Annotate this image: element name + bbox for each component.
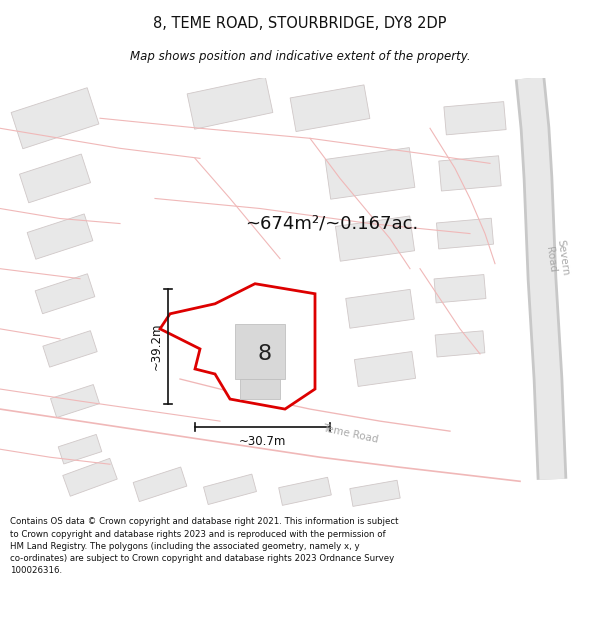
Polygon shape bbox=[187, 78, 273, 129]
Polygon shape bbox=[355, 351, 416, 386]
Polygon shape bbox=[444, 102, 506, 135]
Polygon shape bbox=[160, 284, 315, 409]
Polygon shape bbox=[439, 156, 501, 191]
Polygon shape bbox=[436, 218, 494, 249]
Text: 8, TEME ROAD, STOURBRIDGE, DY8 2DP: 8, TEME ROAD, STOURBRIDGE, DY8 2DP bbox=[153, 16, 447, 31]
Polygon shape bbox=[19, 154, 91, 202]
Polygon shape bbox=[35, 274, 95, 314]
Text: Severn
Road: Severn Road bbox=[544, 239, 570, 278]
Polygon shape bbox=[50, 384, 100, 418]
Polygon shape bbox=[278, 478, 331, 506]
Polygon shape bbox=[335, 216, 415, 261]
Polygon shape bbox=[346, 289, 414, 328]
Text: ~674m²/~0.167ac.: ~674m²/~0.167ac. bbox=[245, 214, 418, 232]
Polygon shape bbox=[58, 434, 102, 464]
Text: Contains OS data © Crown copyright and database right 2021. This information is : Contains OS data © Crown copyright and d… bbox=[10, 518, 398, 575]
Polygon shape bbox=[11, 88, 99, 149]
Text: Map shows position and indicative extent of the property.: Map shows position and indicative extent… bbox=[130, 50, 470, 62]
Polygon shape bbox=[290, 85, 370, 131]
Polygon shape bbox=[63, 458, 117, 496]
Polygon shape bbox=[434, 274, 486, 303]
Polygon shape bbox=[240, 379, 280, 399]
Text: ~30.7m: ~30.7m bbox=[239, 434, 286, 447]
Polygon shape bbox=[43, 331, 97, 367]
Polygon shape bbox=[203, 474, 256, 504]
Text: Teme Road: Teme Road bbox=[321, 423, 379, 445]
Text: ~39.2m: ~39.2m bbox=[149, 322, 163, 370]
Text: 8: 8 bbox=[258, 344, 272, 364]
Polygon shape bbox=[27, 214, 93, 259]
Polygon shape bbox=[325, 148, 415, 199]
Polygon shape bbox=[235, 324, 285, 379]
Polygon shape bbox=[435, 331, 485, 357]
Polygon shape bbox=[133, 467, 187, 502]
Polygon shape bbox=[350, 480, 400, 506]
